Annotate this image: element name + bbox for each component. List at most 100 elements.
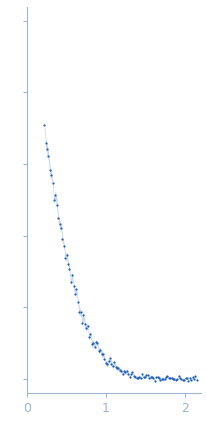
Point bbox=[178, 374, 181, 381]
Point bbox=[182, 377, 185, 384]
Point bbox=[143, 373, 146, 380]
Point bbox=[98, 347, 101, 354]
Point bbox=[134, 374, 138, 381]
Point bbox=[107, 357, 110, 364]
Point bbox=[190, 373, 193, 380]
Point bbox=[138, 375, 142, 382]
Point bbox=[104, 359, 107, 366]
Point bbox=[61, 235, 64, 242]
Point bbox=[121, 370, 124, 377]
Point bbox=[169, 374, 172, 381]
Point bbox=[105, 361, 108, 368]
Point bbox=[91, 339, 95, 346]
Point bbox=[140, 371, 143, 378]
Point bbox=[127, 374, 131, 381]
Point bbox=[175, 375, 178, 382]
Point bbox=[114, 363, 117, 370]
Point bbox=[66, 260, 69, 267]
Point bbox=[119, 368, 122, 375]
Point bbox=[81, 312, 85, 319]
Point bbox=[187, 375, 191, 382]
Point bbox=[171, 375, 174, 382]
Point bbox=[44, 139, 47, 146]
Point bbox=[88, 330, 92, 337]
Point bbox=[47, 153, 50, 160]
Point bbox=[111, 363, 114, 370]
Point bbox=[77, 308, 81, 315]
Point bbox=[55, 201, 58, 208]
Point bbox=[52, 196, 55, 203]
Point bbox=[141, 374, 145, 381]
Point bbox=[151, 375, 154, 382]
Point bbox=[51, 180, 54, 187]
Point bbox=[165, 373, 168, 380]
Point bbox=[59, 225, 62, 232]
Point bbox=[54, 191, 57, 198]
Point bbox=[137, 373, 140, 380]
Point bbox=[102, 356, 106, 363]
Point bbox=[189, 376, 192, 383]
Point bbox=[69, 279, 72, 286]
Point bbox=[94, 338, 97, 345]
Point bbox=[150, 373, 153, 380]
Point bbox=[152, 377, 156, 384]
Point bbox=[48, 167, 51, 174]
Point bbox=[76, 298, 79, 305]
Point bbox=[194, 376, 198, 383]
Point bbox=[176, 372, 179, 379]
Point bbox=[161, 376, 164, 383]
Point bbox=[164, 373, 167, 380]
Point bbox=[62, 242, 65, 249]
Point bbox=[122, 368, 125, 375]
Point bbox=[70, 271, 74, 278]
Point bbox=[133, 373, 136, 380]
Point bbox=[116, 365, 119, 372]
Point bbox=[155, 373, 159, 380]
Point bbox=[87, 334, 90, 341]
Point bbox=[112, 359, 115, 366]
Point bbox=[186, 378, 189, 385]
Point bbox=[115, 364, 118, 371]
Point bbox=[90, 341, 93, 348]
Point bbox=[97, 347, 100, 354]
Point bbox=[168, 375, 171, 382]
Point bbox=[118, 367, 121, 374]
Point bbox=[79, 309, 82, 316]
Point bbox=[101, 351, 104, 358]
Point bbox=[84, 325, 88, 332]
Point bbox=[145, 371, 149, 378]
Point bbox=[109, 360, 113, 367]
Point bbox=[185, 375, 188, 382]
Point bbox=[148, 374, 152, 381]
Point bbox=[99, 351, 103, 358]
Point bbox=[126, 371, 129, 378]
Point bbox=[158, 376, 161, 383]
Point bbox=[68, 265, 71, 272]
Point bbox=[191, 375, 195, 382]
Point bbox=[125, 367, 128, 374]
Point bbox=[45, 146, 49, 153]
Point bbox=[132, 372, 135, 379]
Point bbox=[58, 220, 61, 227]
Point bbox=[162, 375, 165, 382]
Point bbox=[95, 340, 99, 347]
Point bbox=[72, 283, 75, 290]
Point bbox=[144, 371, 147, 378]
Point bbox=[42, 121, 46, 128]
Point bbox=[159, 375, 163, 382]
Point bbox=[123, 369, 126, 376]
Point bbox=[65, 252, 68, 259]
Point bbox=[80, 319, 83, 326]
Point bbox=[92, 343, 96, 350]
Point bbox=[147, 375, 150, 382]
Point bbox=[166, 374, 170, 381]
Point bbox=[129, 371, 132, 378]
Point bbox=[63, 254, 67, 261]
Point bbox=[49, 172, 53, 179]
Point bbox=[183, 375, 186, 382]
Point bbox=[136, 374, 139, 381]
Point bbox=[108, 354, 111, 361]
Point bbox=[173, 376, 177, 383]
Point bbox=[154, 374, 157, 381]
Point bbox=[193, 373, 196, 380]
